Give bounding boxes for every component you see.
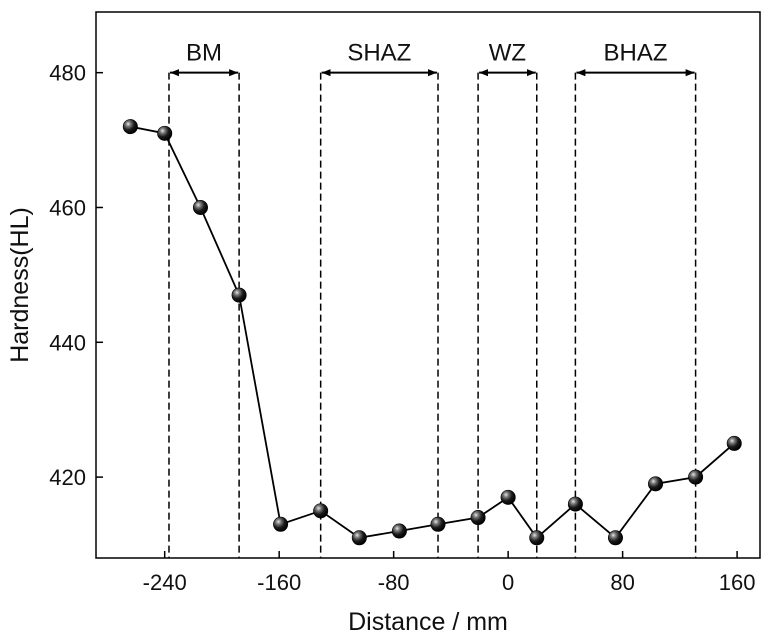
y-tick-label: 480 [49,61,86,86]
x-axis-title: Distance / mm [348,608,508,636]
data-point [273,516,289,532]
data-point [391,523,407,539]
series-line [130,125,735,540]
zone-label: SHAZ [347,40,411,67]
x-tick-label: 0 [502,570,514,595]
x-tick-label: -80 [378,570,410,595]
y-tick-label: 440 [49,330,86,355]
data-point [313,503,329,519]
data-point [688,469,704,485]
zone-annotations: BM SHAZ WZ BHAZ [168,40,697,558]
zone-label: BM [186,40,222,67]
data-point [192,199,208,215]
x-tick-label: 160 [719,570,756,595]
x-tick-label: -240 [143,570,187,595]
y-tick-label: 420 [49,465,86,490]
data-point [607,530,623,546]
x-tick-label: 80 [610,570,634,595]
zone-label: WZ [489,40,526,67]
y-tick-label: 460 [49,195,86,220]
plot-frame [95,11,761,559]
data-point [157,125,173,141]
data-point [122,119,138,135]
data-point [529,530,545,546]
y-axis-title: Hardness(HL) [6,207,34,363]
data-point [231,287,247,303]
data-point [430,516,446,532]
data-point [648,476,664,492]
data-point [351,530,367,546]
data-point [500,489,516,505]
data-point [567,496,583,512]
zone-label: BHAZ [603,40,667,67]
axis-ticks: -240 -160 -80 0 80 160 420 440 460 480 [49,61,755,595]
data-point [470,510,486,526]
x-tick-label: -160 [257,570,301,595]
data-point [726,435,742,451]
data-series [122,119,742,546]
